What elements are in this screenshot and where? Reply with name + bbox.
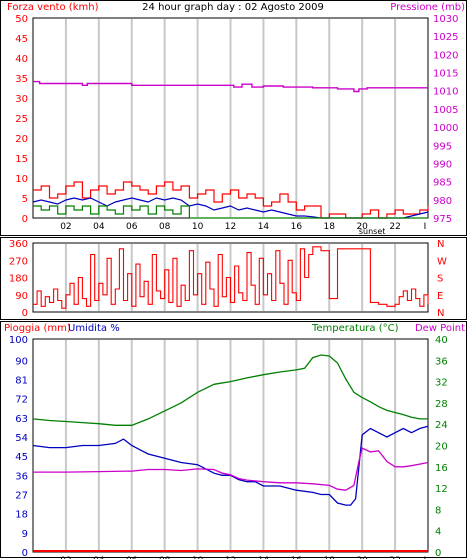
x-tick-label: 08	[159, 222, 171, 232]
x-tick-label: 12	[225, 556, 236, 559]
left-tick-label: 40	[15, 54, 28, 65]
humidity-tick-label: 63	[15, 414, 28, 425]
direction-tick-label: 270	[9, 256, 28, 267]
left-tick-label: 45	[15, 34, 28, 45]
x-tick-label: 04	[93, 222, 105, 232]
direction-tick-label: 360	[9, 239, 28, 250]
right-tick-label: 990	[433, 159, 452, 170]
temperature-tick-label: 36	[435, 356, 448, 367]
humidity-axis-label: Umidita %	[68, 323, 120, 334]
x-tick-label: 10	[192, 556, 204, 559]
compass-label: S	[437, 274, 443, 285]
x-tick-label: 14	[258, 222, 270, 232]
humidity-tick-label: 36	[15, 471, 28, 482]
x-tick-label: 04	[93, 556, 105, 559]
left-tick-label: 0	[22, 214, 28, 225]
right-tick-label: 975	[433, 214, 452, 225]
left-tick-label: 25	[15, 114, 28, 125]
wind-average-line	[33, 205, 428, 219]
humidity-tick-label: 9	[22, 529, 28, 540]
wind-axis-label: Forza vento (kmh)	[7, 2, 99, 13]
left-tick-label: 30	[15, 94, 28, 105]
direction-tick-label: 90	[15, 291, 28, 302]
chart-marks: 0510152025303540455097598098599099510001…	[9, 14, 459, 559]
humidity-tick-label: 72	[15, 395, 28, 406]
x-tick-label: 08	[159, 556, 171, 559]
x-tick-label: 16	[291, 222, 303, 232]
right-tick-label: 1010	[433, 87, 458, 98]
x-tick-label: 10	[192, 222, 204, 232]
right-tick-label: 995	[433, 141, 452, 152]
temperature-tick-label: 12	[435, 484, 448, 495]
compass-label: N	[437, 308, 444, 319]
temperature-tick-label: 8	[435, 505, 441, 516]
compass-label: E	[437, 291, 443, 302]
temperature-line	[32, 354, 428, 426]
temperature-tick-label: 32	[435, 378, 448, 389]
x-tick-label: 02	[60, 556, 71, 559]
right-tick-label: 1005	[433, 105, 458, 116]
humidity-tick-label: 90	[15, 356, 28, 367]
compass-label: N	[437, 239, 444, 250]
left-tick-label: 5	[22, 194, 28, 205]
compass-label: W	[437, 256, 447, 267]
left-tick-label: 35	[15, 74, 28, 85]
x-tick-label: 18	[324, 556, 336, 559]
temperature-tick-label: 20	[435, 442, 448, 453]
temperature-tick-label: 24	[435, 420, 448, 431]
wind-line	[33, 181, 429, 219]
right-tick-label: 1015	[433, 69, 458, 80]
temperature-tick-label: 4	[435, 527, 441, 538]
x-tick-label: 16	[291, 556, 303, 559]
temperature-tick-label: 28	[435, 399, 448, 410]
left-tick-label: 20	[15, 134, 28, 145]
humidity-line	[32, 425, 429, 506]
x-tick-label: 22	[389, 556, 400, 559]
x-tick-label: 22	[389, 222, 400, 232]
humidity-tick-label: 45	[15, 452, 28, 463]
right-tick-label: 1025	[433, 32, 458, 43]
left-tick-label: 15	[15, 154, 28, 165]
humidity-tick-label: 18	[15, 510, 28, 521]
x-tick-label: 14	[258, 556, 270, 559]
left-tick-label: 50	[15, 14, 28, 25]
temperature-axis-label: Temperatura (°C)	[311, 323, 399, 334]
direction-tick-label: 0	[22, 308, 28, 319]
dew-point-line	[33, 447, 429, 491]
x-tick-label: 06	[126, 556, 138, 559]
x-tick-label: 06	[126, 222, 138, 232]
right-tick-label: 1020	[433, 50, 458, 61]
rain-axis-label: Pioggia (mm)	[4, 323, 71, 334]
sunset-label: sunset	[359, 227, 386, 236]
humidity-tick-label: 100	[9, 335, 28, 346]
temperature-tick-label: 16	[435, 463, 448, 474]
humidity-tick-label: 54	[15, 433, 28, 444]
humidity-tick-label: 81	[15, 375, 28, 386]
temperature-tick-label: 0	[435, 548, 441, 559]
x-tick-label: 02	[60, 222, 71, 232]
right-tick-label: 1030	[433, 14, 458, 25]
direction-line	[33, 246, 429, 309]
x-tick-label: I	[424, 556, 427, 559]
temperature-tick-label: 40	[435, 335, 448, 346]
humidity-tick-label: 0	[22, 548, 28, 559]
humidity-tick-label: 27	[15, 490, 28, 501]
pressure-line	[33, 80, 428, 93]
x-tick-label: 20	[356, 222, 368, 232]
pressure-axis-label: Pressione (mb)	[390, 2, 465, 13]
direction-tick-label: 180	[9, 274, 28, 285]
x-tick-label: I	[424, 222, 427, 232]
dew-point-axis-label: Dew Point	[415, 323, 465, 334]
right-tick-label: 980	[433, 196, 452, 207]
left-tick-label: 10	[15, 174, 28, 185]
x-tick-label: 12	[225, 222, 236, 232]
right-tick-label: 985	[433, 178, 452, 189]
x-tick-label: 20	[356, 556, 368, 559]
x-tick-label: 18	[324, 222, 336, 232]
chart-title: 24 hour graph day : 02 Agosto 2009	[142, 2, 324, 13]
right-tick-label: 1000	[433, 123, 458, 134]
